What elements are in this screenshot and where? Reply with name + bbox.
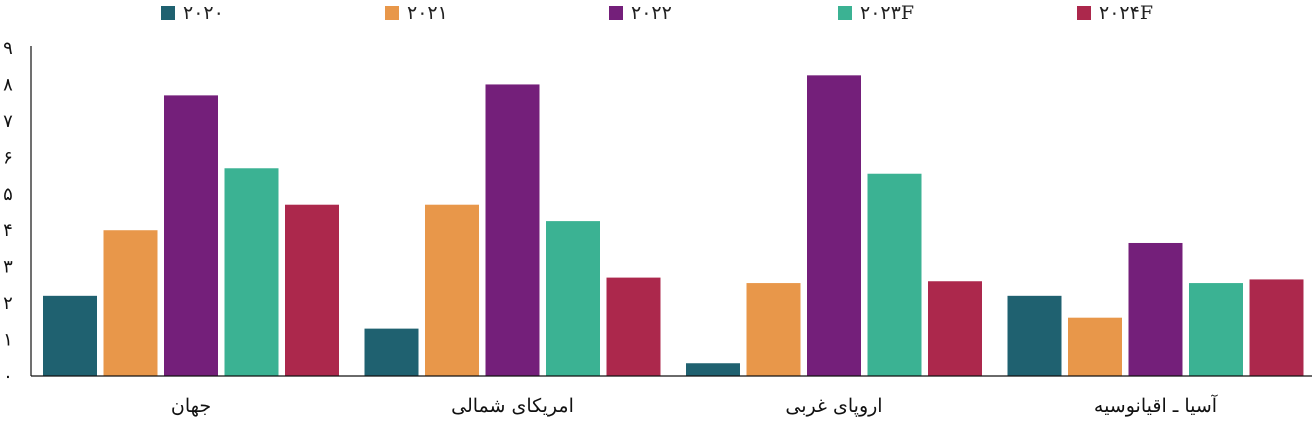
legend-label: ۲۰۲۲ (631, 2, 672, 24)
bar (485, 84, 540, 376)
bar (224, 168, 279, 376)
bar (103, 230, 158, 376)
legend-label: ۲۰۲۰ (183, 2, 224, 24)
x-category-label: امریکای شمالی (451, 395, 574, 417)
legend-label: ۲۰۲۱ (407, 2, 448, 24)
bar (867, 173, 922, 376)
bar (1189, 283, 1243, 376)
legend-label: ۲۰۲۳F (860, 2, 915, 24)
bar (164, 95, 218, 376)
bar (546, 221, 600, 376)
y-tick-label: ۴ (3, 220, 13, 241)
legend-item: ۲۰۲۰ (161, 2, 224, 24)
bar (425, 204, 479, 376)
bar (1068, 317, 1122, 376)
bar (746, 283, 801, 376)
y-tick-label: ۲ (3, 293, 13, 314)
legend-item: ۲۰۲۴F (1077, 2, 1153, 24)
legend-item: ۲۰۲۲ (609, 2, 672, 24)
y-tick-label: ۵ (3, 184, 13, 205)
legend: ۲۰۲۰ ۲۰۲۱ ۲۰۲۲ ۲۰۲۳F ۲۰۲۴F (0, 0, 1316, 30)
legend-swatch (161, 6, 175, 20)
bar (43, 295, 97, 376)
bar (686, 363, 740, 376)
y-tick-label: ۹ (3, 38, 13, 59)
y-tick-label: ۰ (3, 366, 13, 387)
legend-swatch (609, 6, 623, 20)
legend-label: ۲۰۲۴F (1099, 2, 1154, 24)
bar (1128, 242, 1183, 376)
y-tick-label: ۸ (3, 74, 13, 95)
bar (807, 75, 861, 376)
x-category-label: اروپای غربی (785, 395, 882, 417)
legend-swatch (838, 6, 852, 20)
y-tick-label: ۷ (3, 111, 13, 132)
bar (606, 277, 661, 376)
y-tick-label: ۶ (3, 147, 13, 168)
bar (364, 328, 419, 376)
bar (1007, 295, 1062, 376)
legend-swatch (1077, 6, 1091, 20)
bar (285, 204, 339, 376)
x-category-label: آسیا ـ اقیانوسیه (1094, 394, 1218, 417)
x-category-label: جهان (171, 395, 211, 417)
legend-item: ۲۰۲۱ (385, 2, 448, 24)
legend-swatch (385, 6, 399, 20)
y-tick-label: ۳ (3, 257, 13, 278)
bar (1249, 279, 1304, 376)
y-tick-label: ۱ (3, 330, 13, 351)
legend-item: ۲۰۲۳F (838, 2, 914, 24)
bar (928, 281, 982, 376)
